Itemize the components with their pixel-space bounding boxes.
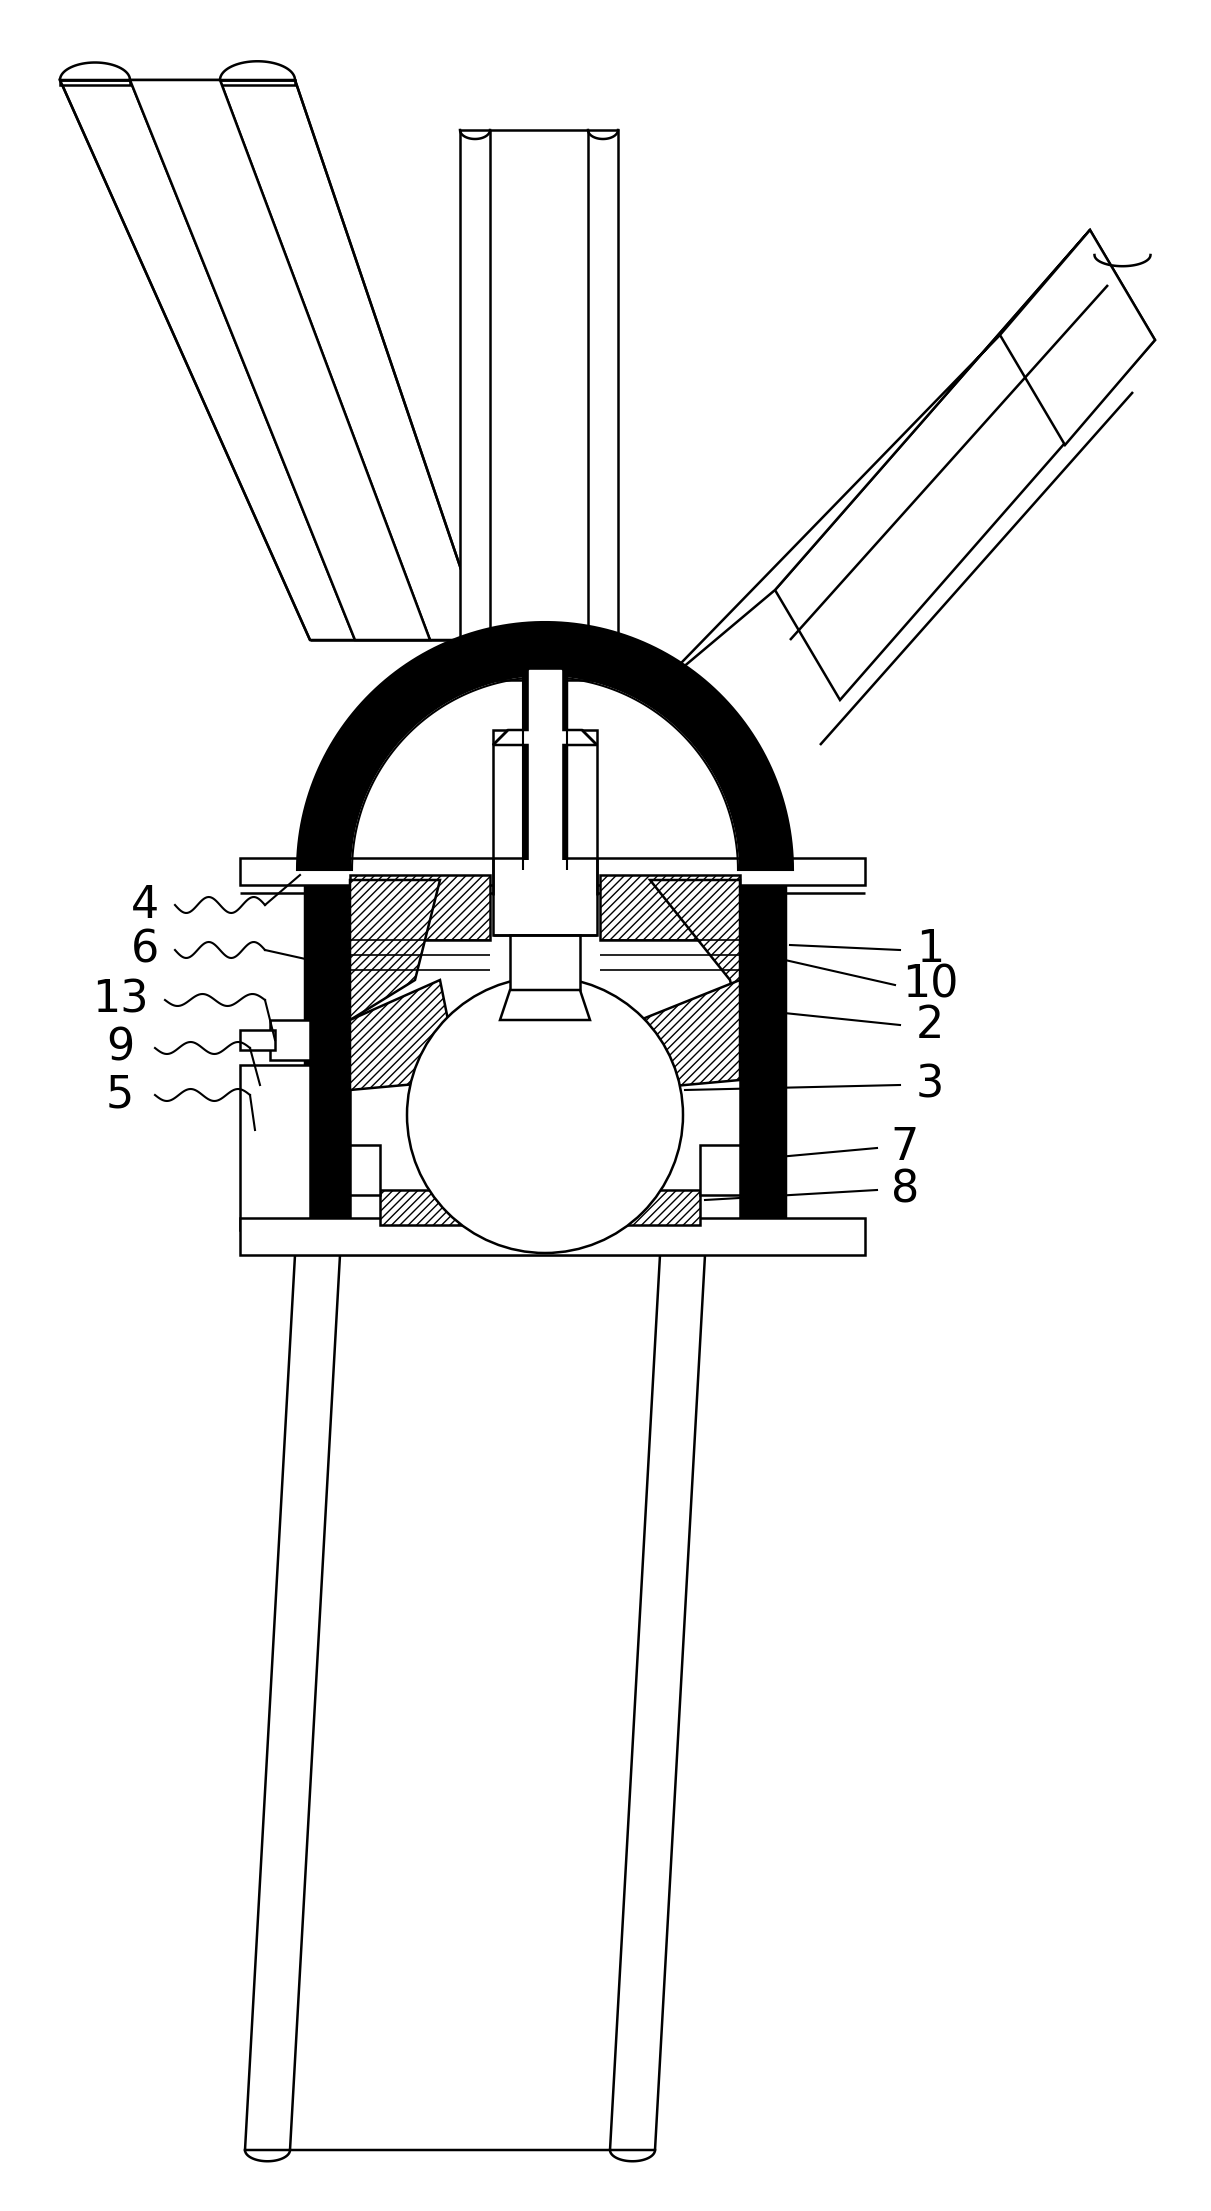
Polygon shape [240,1218,865,1256]
Text: 6: 6 [131,929,159,971]
Polygon shape [297,621,793,869]
Polygon shape [650,230,1090,694]
Polygon shape [61,80,484,639]
Polygon shape [599,876,740,940]
Polygon shape [380,1190,700,1225]
Polygon shape [1000,230,1155,444]
Polygon shape [245,1256,705,2149]
Polygon shape [240,858,865,884]
Polygon shape [510,935,580,991]
Text: 3: 3 [916,1063,945,1106]
Polygon shape [350,1145,380,1194]
Polygon shape [305,869,350,1229]
Polygon shape [493,730,597,745]
Polygon shape [350,979,460,1090]
Polygon shape [650,880,740,1019]
Polygon shape [523,670,567,869]
Polygon shape [493,730,597,935]
Polygon shape [220,80,295,84]
Polygon shape [305,869,785,1229]
Circle shape [407,977,683,1254]
Text: 5: 5 [105,1075,134,1117]
Polygon shape [740,869,785,1229]
Text: 2: 2 [916,1004,945,1046]
Polygon shape [270,1019,310,1059]
Polygon shape [350,880,440,1019]
Polygon shape [775,230,1155,701]
Polygon shape [61,80,130,84]
Text: 4: 4 [131,884,159,926]
Polygon shape [460,130,618,681]
Polygon shape [130,80,430,639]
Text: 10: 10 [902,964,958,1006]
Polygon shape [495,860,595,893]
Text: 7: 7 [891,1125,919,1170]
Polygon shape [240,1030,275,1050]
Polygon shape [630,979,740,1090]
Polygon shape [350,876,490,940]
Polygon shape [700,1145,740,1194]
Polygon shape [529,670,561,865]
Text: 13: 13 [92,979,148,1021]
Polygon shape [500,991,590,1019]
Text: 9: 9 [105,1026,134,1070]
Polygon shape [240,1066,310,1229]
Text: 1: 1 [916,929,945,971]
Text: 8: 8 [891,1167,919,1212]
